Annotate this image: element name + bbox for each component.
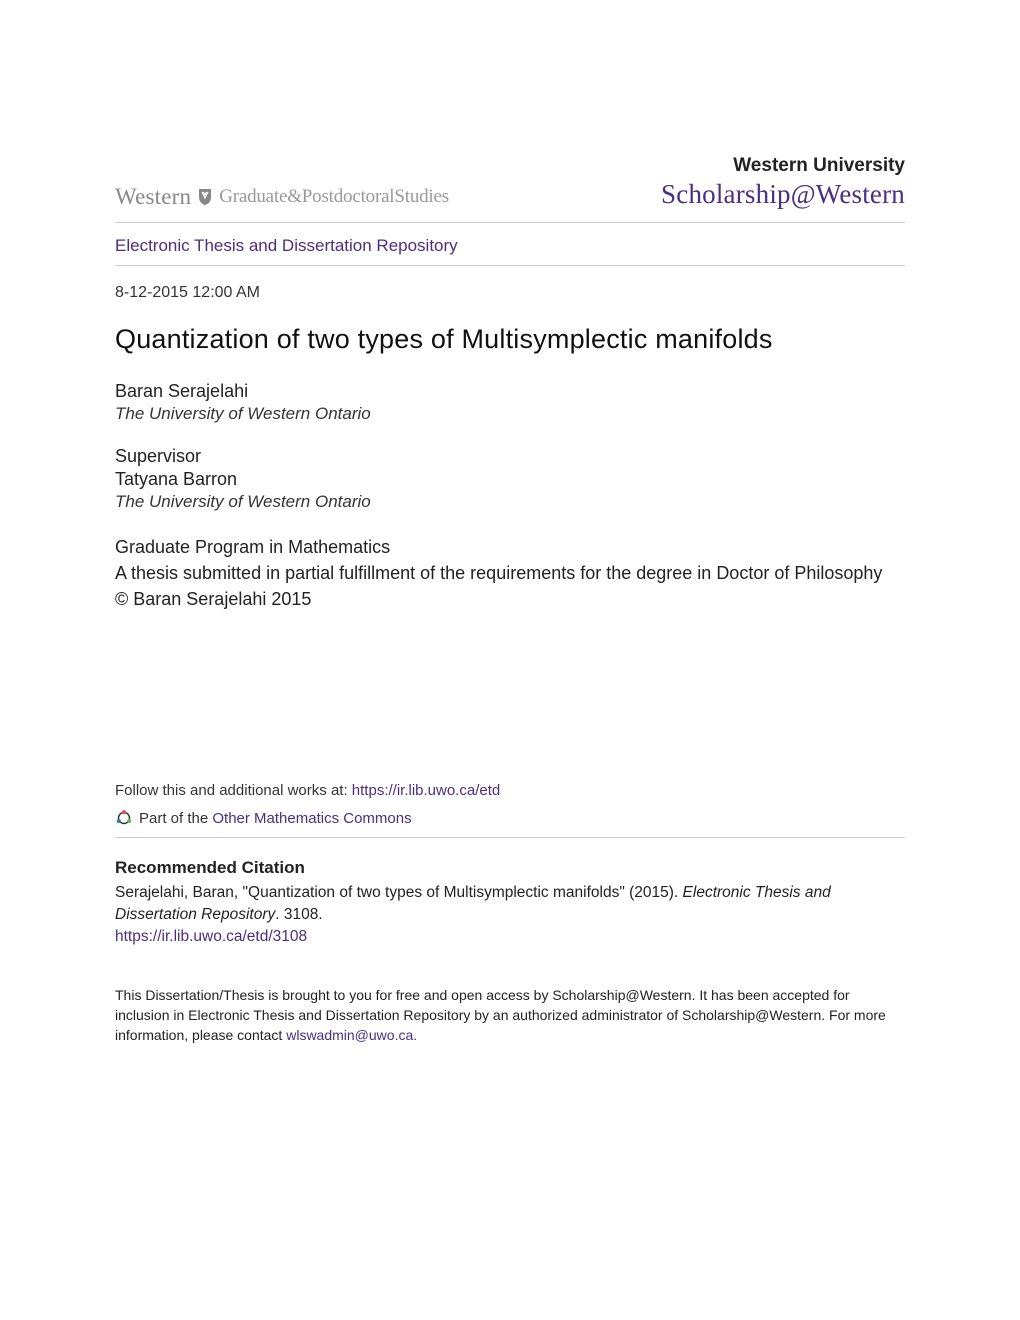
- supervisor-affiliation: The University of Western Ontario: [115, 492, 905, 512]
- logo-block: Western Graduate&PostdoctoralStudies: [115, 184, 449, 210]
- program-block: Graduate Program in Mathematics A thesis…: [115, 534, 905, 612]
- header-right: Western University Scholarship@Western: [661, 155, 905, 210]
- header: Western Graduate&PostdoctoralStudies Wes…: [115, 155, 905, 210]
- commons-line: Part of the Other Mathematics Commons: [115, 809, 905, 827]
- submission-timestamp: 8-12-2015 12:00 AM: [115, 284, 905, 302]
- author-block: Baran Serajelahi The University of Weste…: [115, 381, 905, 424]
- footer-note: This Dissertation/Thesis is brought to y…: [115, 986, 905, 1046]
- divider: [115, 222, 905, 223]
- commons-prefix: Part of the: [139, 810, 212, 827]
- author-name: Baran Serajelahi: [115, 381, 905, 402]
- citation-suffix: . 3108.: [275, 906, 322, 923]
- footer-text: This Dissertation/Thesis is brought to y…: [115, 987, 886, 1043]
- logo-gps-text: Graduate&PostdoctoralStudies: [219, 186, 449, 208]
- citation-prefix: Serajelahi, Baran, "Quantization of two …: [115, 884, 683, 901]
- university-name: Western University: [661, 155, 905, 177]
- supervisor-label: Supervisor: [115, 446, 905, 467]
- follow-url-link[interactable]: https://ir.lib.uwo.ca/etd: [352, 782, 500, 799]
- scholarship-link[interactable]: Scholarship@Western: [661, 179, 905, 209]
- author-affiliation: The University of Western Ontario: [115, 404, 905, 424]
- crest-icon: [197, 188, 213, 206]
- supervisor-block: Supervisor Tatyana Barron The University…: [115, 446, 905, 512]
- citation-heading: Recommended Citation: [115, 858, 905, 878]
- commons-link[interactable]: Other Mathematics Commons: [212, 810, 411, 827]
- divider: [115, 265, 905, 266]
- citation-body: Serajelahi, Baran, "Quantization of two …: [115, 882, 905, 926]
- program-line: Graduate Program in Mathematics: [115, 534, 905, 560]
- supervisor-name: Tatyana Barron: [115, 469, 905, 490]
- copyright-line: © Baran Serajelahi 2015: [115, 586, 905, 612]
- thesis-statement: A thesis submitted in partial fulfillmen…: [115, 560, 905, 586]
- contact-email-link[interactable]: wlswadmin@uwo.ca.: [286, 1027, 417, 1043]
- follow-prefix: Follow this and additional works at:: [115, 782, 352, 799]
- network-icon: [115, 809, 133, 827]
- page-title: Quantization of two types of Multisymple…: [115, 324, 905, 355]
- follow-line: Follow this and additional works at: htt…: [115, 782, 905, 799]
- divider: [115, 837, 905, 838]
- logo-western-text: Western: [115, 184, 191, 210]
- repository-link[interactable]: Electronic Thesis and Dissertation Repos…: [115, 233, 458, 259]
- citation-url-link[interactable]: https://ir.lib.uwo.ca/etd/3108: [115, 928, 307, 946]
